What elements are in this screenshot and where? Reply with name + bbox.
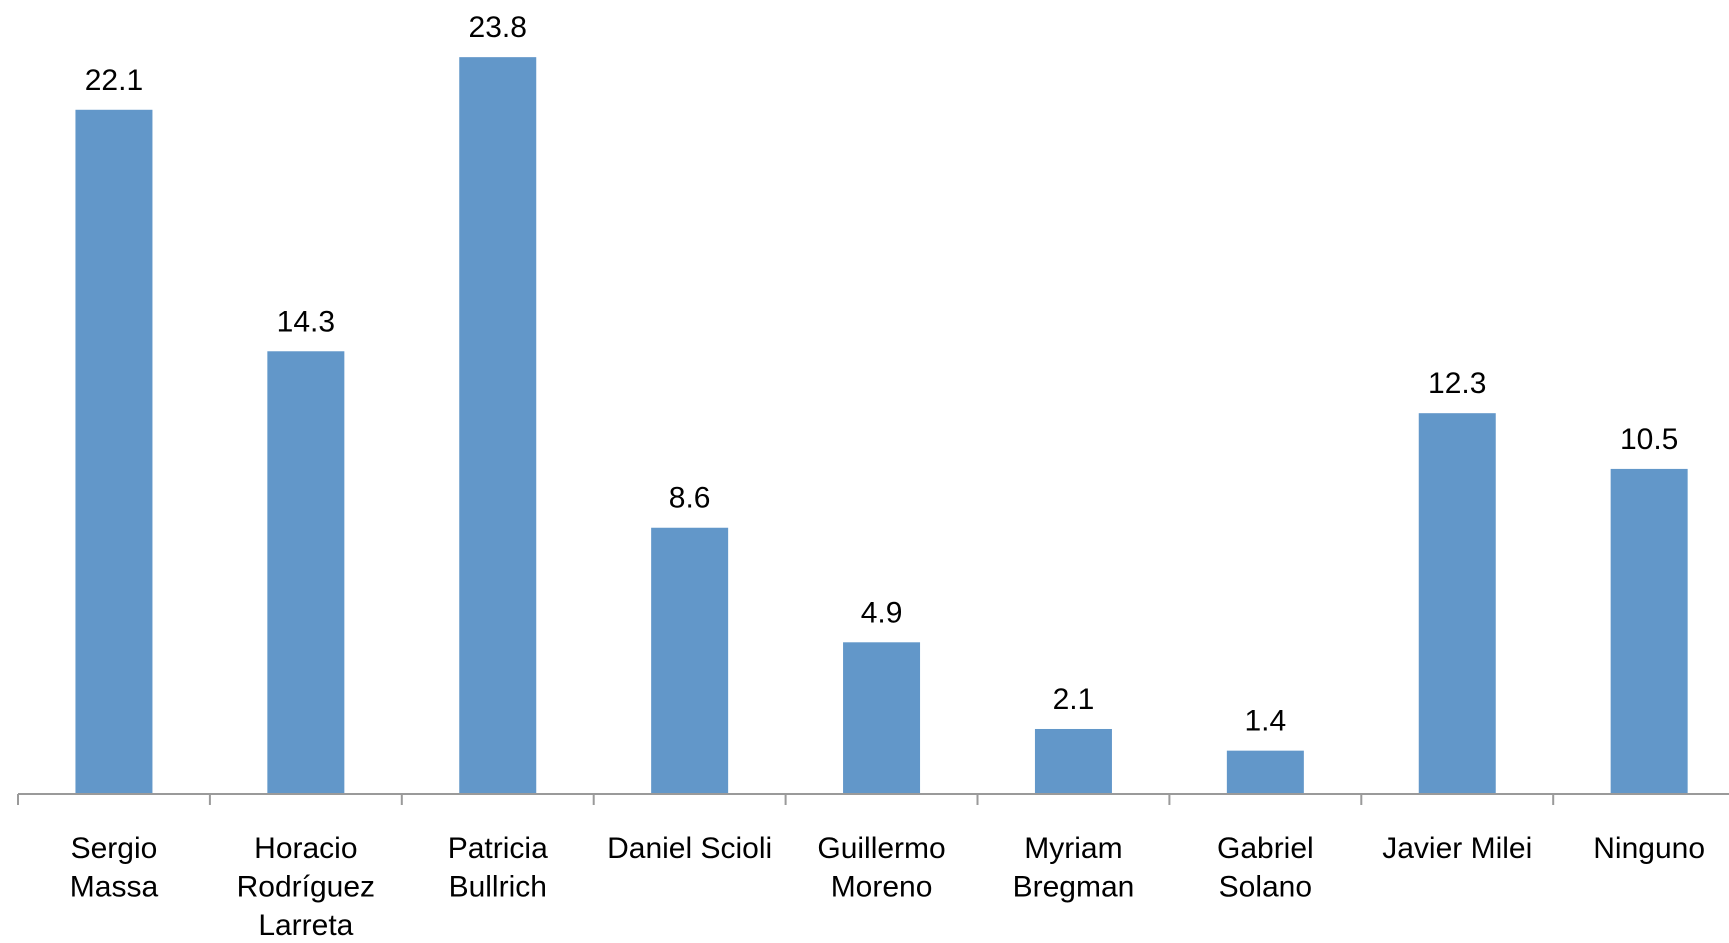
bar [267,351,345,794]
x-tick-label: Gabriel Solano [1217,832,1314,904]
x-tick-label: Javier Milei [1382,832,1532,865]
bar [1610,468,1688,794]
bar [1034,728,1112,794]
x-tick-label: Guillermo Moreno [817,832,945,904]
value-label: 8.6 [669,482,711,515]
bar [651,527,729,794]
x-tick-label: Ninguno [1593,832,1705,865]
value-label: 4.9 [861,596,903,629]
x-tick-label: Sergio Massa [70,832,159,904]
x-tick-label: Myriam Bregman [1013,832,1135,904]
bar [1418,413,1496,794]
value-label: 14.3 [277,305,335,338]
x-tick-label: Daniel Scioli [607,832,772,865]
bar [459,57,537,795]
value-label: 2.1 [1053,683,1095,716]
x-tick-label: Patricia Bullrich [448,832,548,904]
bar [75,109,153,794]
value-label: 1.4 [1244,705,1286,738]
bar [1226,750,1304,794]
value-label: 22.1 [85,64,143,97]
x-tick-label: Horacio Rodríguez Larreta [237,832,375,942]
value-label: 23.8 [469,11,527,44]
value-label: 10.5 [1620,423,1678,456]
bar [843,642,921,794]
value-label: 12.3 [1428,367,1486,400]
